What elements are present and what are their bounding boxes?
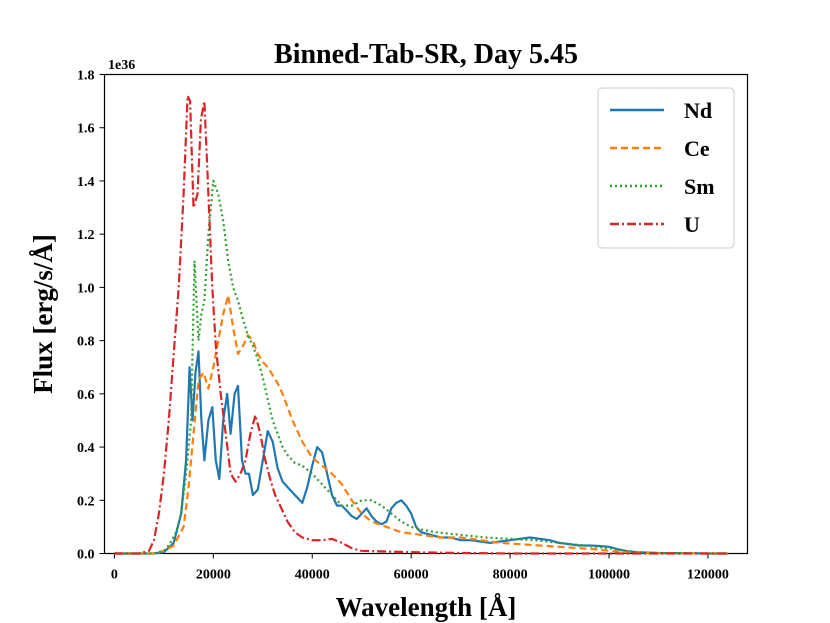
legend-label-u: U: [684, 212, 700, 237]
y-tick-label: 0.4: [77, 441, 95, 456]
plot-area-border: [103, 73, 749, 555]
y-tick-label: 0.2: [77, 494, 95, 509]
legend-label-nd: Nd: [684, 98, 712, 123]
y-tick-label: 0.0: [77, 548, 95, 563]
y-tick-label: 0.8: [77, 335, 95, 350]
y-tick-label: 1.6: [77, 122, 95, 137]
y-tick-label: 0.6: [77, 388, 95, 403]
legend-label-sm: Sm: [684, 174, 715, 199]
axis-ticks: 0 20000 40000 60000 80000 100000 120000 0.0 0.2 0…: [77, 69, 729, 583]
y-tick-label: 1.8: [77, 69, 95, 84]
chart-title: Binned-Tab-SR, Day 5.45: [274, 39, 578, 70]
legend-label-ce: Ce: [684, 136, 710, 161]
y-tick-label: 1.0: [77, 281, 95, 296]
x-tick-label: 20000: [196, 568, 231, 583]
x-tick-label: 80000: [493, 568, 528, 583]
x-tick-label: 60000: [394, 568, 429, 583]
y-axis-label: Flux [erg/s/Å]: [28, 234, 58, 394]
legend-box: [597, 87, 735, 249]
plot-lines: [114, 94, 728, 555]
axes-frame: [103, 73, 749, 555]
series-line-nd: [114, 350, 728, 555]
y-tick-label: 1.2: [77, 228, 95, 243]
series-line-sm: [114, 179, 728, 555]
x-tick-label: 120000: [687, 568, 729, 583]
series-line-u: [114, 94, 728, 555]
x-tick-label: 0: [111, 568, 118, 583]
y-tick-label: 1.4: [77, 175, 95, 190]
x-tick-label: 40000: [295, 568, 330, 583]
series-line-ce: [114, 294, 728, 555]
legend: Nd Ce Sm U: [597, 87, 735, 249]
x-axis-label: Wavelength [Å]: [336, 592, 517, 622]
y-offset-label: 1e36: [108, 58, 135, 73]
x-tick-label: 100000: [588, 568, 630, 583]
